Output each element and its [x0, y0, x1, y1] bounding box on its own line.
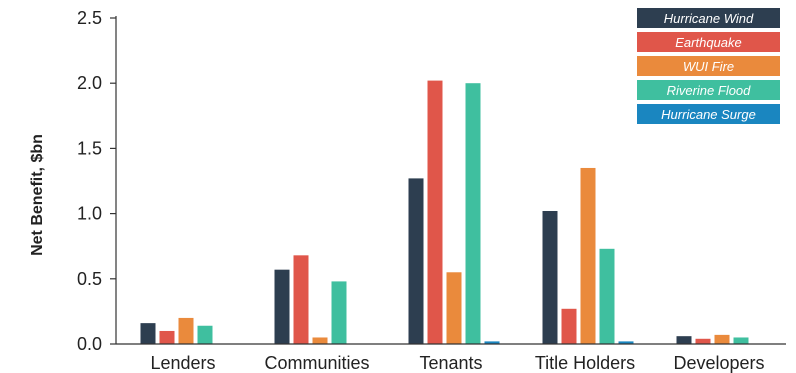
bar-hurricane-wind-lenders	[140, 323, 156, 344]
bar-hurricane-wind-title-holders	[542, 210, 558, 344]
bar-riverine-flood-title-holders	[599, 248, 615, 344]
legend-label: Riverine Flood	[667, 83, 752, 98]
bar-wui-fire-tenants	[446, 272, 462, 344]
bar-riverine-flood-developers	[733, 337, 749, 344]
bar-hurricane-wind-communities	[274, 269, 290, 344]
legend-swatch	[637, 8, 780, 28]
y-tick-label: 2.0	[77, 73, 102, 93]
bar-riverine-flood-tenants	[465, 83, 481, 344]
legend: Hurricane Wind Earthquake WUI Fire Riverine…	[637, 8, 780, 124]
bar-wui-fire-lenders	[178, 317, 194, 344]
bar-hurricane-surge-title-holders	[618, 341, 634, 344]
legend-swatch	[637, 32, 780, 52]
bars	[140, 80, 749, 344]
y-axis: 0.0 0.5 1.0 1.5 2.0 2.5	[77, 8, 117, 354]
legend-label: Hurricane Wind	[664, 11, 754, 26]
bar-earthquake-communities	[293, 255, 309, 344]
bar-earthquake-lenders	[159, 330, 175, 344]
x-category-label: Title Holders	[535, 353, 635, 373]
legend-swatch	[637, 56, 780, 76]
y-axis-label: Net Benefit, $bn	[29, 134, 46, 256]
x-category-label: Lenders	[150, 353, 215, 373]
y-tick-label: 0.5	[77, 269, 102, 289]
bar-hurricane-wind-tenants	[408, 178, 424, 344]
y-tick-label: 1.5	[77, 138, 102, 158]
x-category-label: Communities	[264, 353, 369, 373]
legend-label: WUI Fire	[683, 59, 734, 74]
bar-wui-fire-communities	[312, 337, 328, 344]
legend-swatch	[637, 80, 780, 100]
legend-label: Earthquake	[675, 35, 742, 50]
y-tick-label: 1.0	[77, 204, 102, 224]
x-axis: Lenders Communities Tenants Title Holders De…	[116, 343, 786, 373]
bar-hurricane-surge-tenants	[484, 341, 500, 344]
bar-riverine-flood-communities	[331, 281, 347, 344]
bar-wui-fire-title-holders	[580, 167, 596, 344]
bar-earthquake-title-holders	[561, 308, 577, 344]
y-tick-label: 0.0	[77, 334, 102, 354]
legend-swatch	[637, 104, 780, 124]
bar-hurricane-wind-developers	[676, 336, 692, 344]
legend-label: Hurricane Surge	[661, 107, 756, 122]
bar-earthquake-tenants	[427, 80, 443, 344]
y-tick-label: 2.5	[77, 8, 102, 28]
x-category-label: Developers	[673, 353, 764, 373]
x-category-label: Tenants	[419, 353, 482, 373]
bar-riverine-flood-lenders	[197, 325, 213, 344]
bar-wui-fire-developers	[714, 334, 730, 344]
bar-earthquake-developers	[695, 338, 711, 344]
